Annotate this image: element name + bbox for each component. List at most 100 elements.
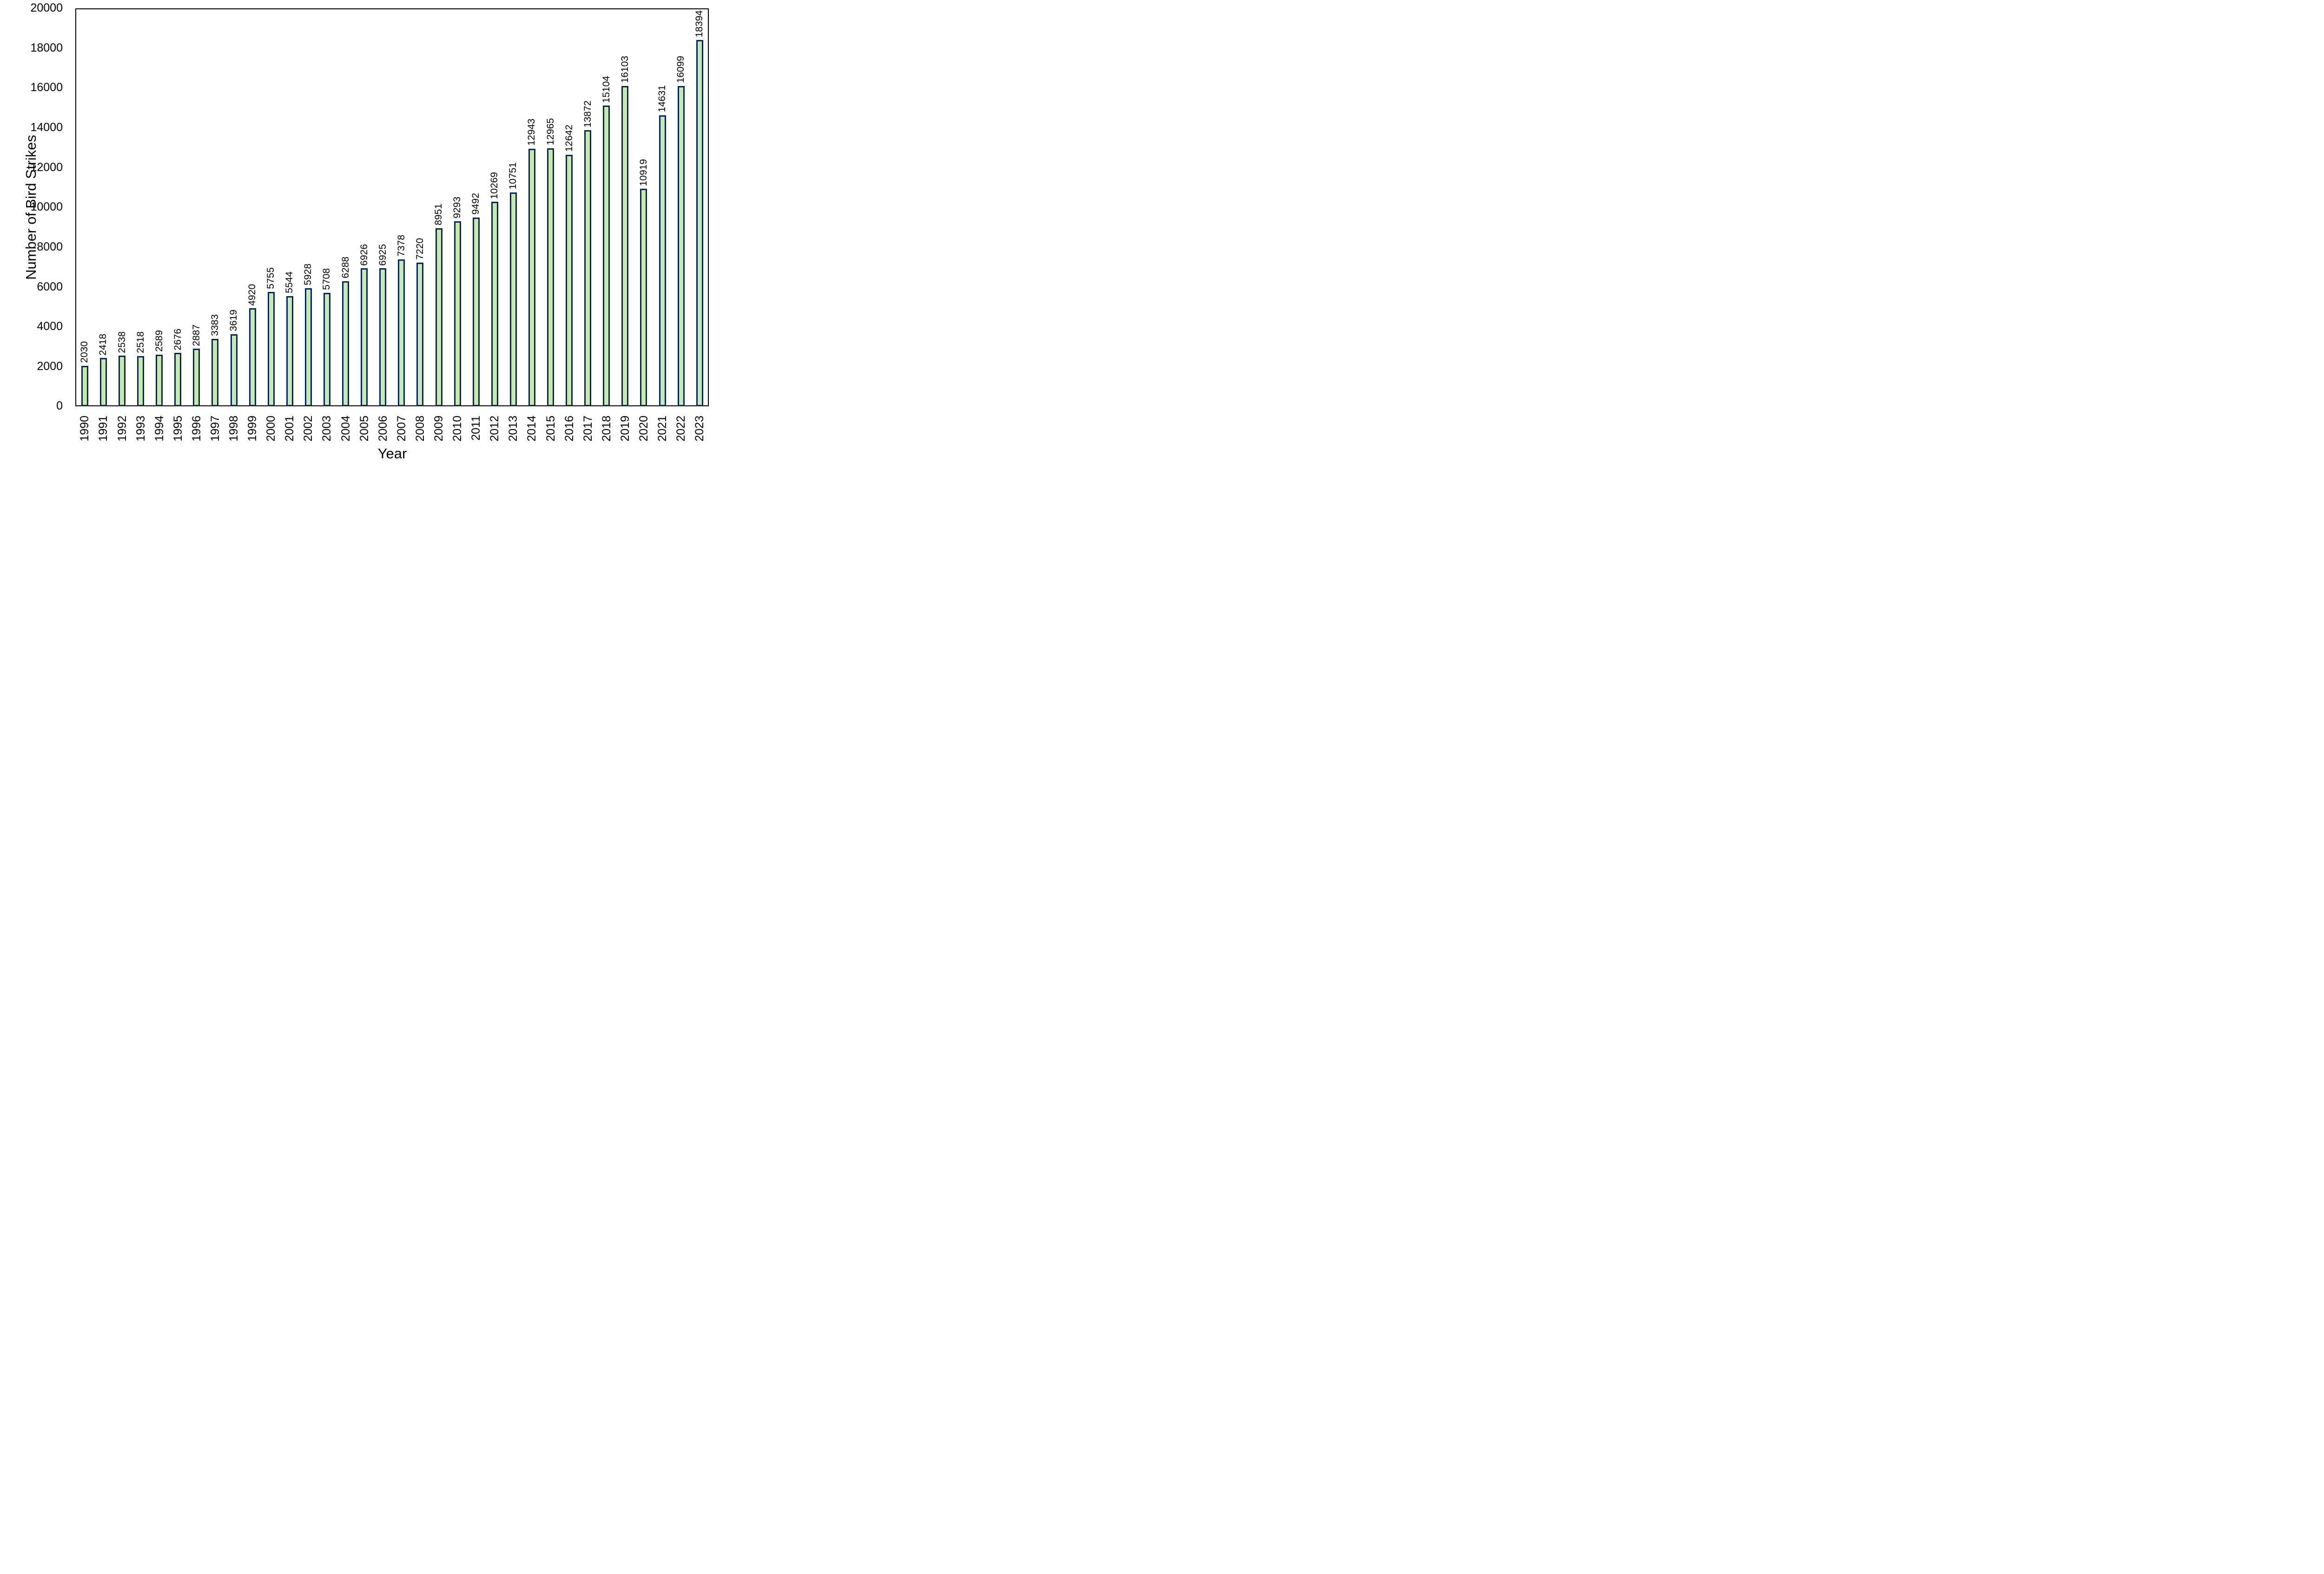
bar-value-label: 6288 <box>340 257 351 278</box>
bar <box>659 115 666 406</box>
bar-value-label: 2518 <box>135 331 146 354</box>
bar-value-label: 15104 <box>601 75 612 103</box>
bar-value-label: 16099 <box>675 56 687 83</box>
x-axis-tick-label: 2006 <box>376 415 390 442</box>
bar-value-label: 7220 <box>414 238 425 260</box>
x-axis-tick-label: 1997 <box>208 415 222 442</box>
bar <box>584 130 592 406</box>
bar-value-label: 10269 <box>489 172 500 199</box>
bar-value-label: 13872 <box>582 100 593 128</box>
x-axis-tick-label: 2016 <box>562 415 576 442</box>
x-axis-tick-label: 2002 <box>302 415 315 442</box>
bar <box>435 228 442 406</box>
bar <box>491 202 498 406</box>
bar-value-label: 5544 <box>284 271 295 293</box>
bar <box>267 291 275 406</box>
x-axis-tick-label: 1990 <box>78 415 92 442</box>
bar <box>640 189 647 406</box>
bar <box>230 334 238 406</box>
x-axis-tick-label: 2001 <box>283 415 297 442</box>
bar-value-label: 16103 <box>619 56 630 83</box>
plot-area <box>75 8 709 406</box>
bar <box>286 296 293 406</box>
x-axis-tick-label: 2000 <box>264 415 278 442</box>
bar-value-label: 4920 <box>247 284 258 306</box>
bar-value-label: 5708 <box>321 268 332 290</box>
x-axis-tick-label: 2013 <box>507 415 520 442</box>
y-axis-tick-label: 14000 <box>30 121 63 134</box>
bar-value-label: 5928 <box>303 264 314 286</box>
x-axis-tick-label: 2005 <box>357 415 371 442</box>
x-axis-tick-label: 1996 <box>190 415 203 442</box>
bar-value-label: 2676 <box>172 328 183 351</box>
bar-value-label: 2589 <box>153 330 165 352</box>
bar <box>304 288 312 406</box>
bar <box>472 217 480 406</box>
bar <box>119 356 126 406</box>
x-axis-tick-label: 2022 <box>674 415 688 442</box>
y-axis-tick-label: 2000 <box>37 359 63 373</box>
y-axis-tick-label: 12000 <box>30 160 63 174</box>
bar <box>99 358 107 406</box>
x-axis-tick-label: 2020 <box>637 415 650 442</box>
bar <box>193 349 200 406</box>
bar-value-label: 9293 <box>452 197 463 219</box>
y-axis-tick-label: 6000 <box>37 280 63 293</box>
bar <box>379 268 387 406</box>
x-axis-tick-label: 2021 <box>655 415 669 442</box>
bar-value-label: 8951 <box>433 204 444 225</box>
x-axis-tick-label: 2003 <box>320 415 334 442</box>
y-axis-tick-label: 16000 <box>30 81 63 94</box>
bar-value-label: 7378 <box>396 235 407 257</box>
bar-value-label: 12943 <box>526 119 537 146</box>
bar <box>361 268 368 406</box>
bar-value-label: 2538 <box>116 331 127 353</box>
bar <box>398 259 405 406</box>
bar <box>528 148 535 406</box>
x-axis-tick-label: 2017 <box>581 415 594 442</box>
x-axis-tick-label: 1991 <box>97 415 110 442</box>
x-axis-tick-label: 2014 <box>525 415 539 442</box>
bar <box>137 356 145 406</box>
x-axis-tick-label: 2007 <box>395 415 408 442</box>
y-axis-tick-label: 18000 <box>30 41 63 54</box>
y-axis-tick-label: 8000 <box>37 240 63 253</box>
bar-value-label: 9492 <box>470 192 482 215</box>
bar-value-label: 2418 <box>98 333 109 356</box>
x-axis-tick-label: 1992 <box>115 415 129 442</box>
bar-value-label: 18394 <box>694 10 705 38</box>
x-axis-tick-label: 2012 <box>488 415 502 442</box>
bar <box>566 154 573 406</box>
bar <box>174 353 182 406</box>
bar <box>547 148 555 406</box>
x-axis-tick-label: 2010 <box>450 415 464 442</box>
x-axis-tick-label: 1998 <box>227 415 240 442</box>
bar <box>323 292 330 406</box>
bar <box>677 86 685 406</box>
x-axis-tick-label: 1994 <box>152 415 166 442</box>
bar-value-label: 10919 <box>638 159 649 186</box>
bar <box>156 355 163 406</box>
bird-strikes-bar-chart: Number of Bird Strikes Year 0 2000 4000 600… <box>0 0 717 472</box>
x-axis-tick-label: 1999 <box>246 415 259 442</box>
x-axis-tick-label: 2019 <box>618 415 632 442</box>
y-axis-tick-label: 0 <box>56 399 63 413</box>
y-axis-tick-label: 4000 <box>37 320 63 333</box>
x-axis-title: Year <box>377 445 407 462</box>
bar <box>416 262 424 406</box>
bar <box>603 106 610 406</box>
bar-value-label: 14631 <box>657 85 668 112</box>
bar <box>509 192 517 406</box>
y-axis-tick-label: 10000 <box>30 200 63 214</box>
bar <box>696 40 703 406</box>
x-axis-tick-label: 2011 <box>469 415 483 441</box>
bar-value-label: 10751 <box>508 162 519 190</box>
x-axis-tick-label: 2004 <box>339 415 352 442</box>
bar <box>211 339 219 406</box>
bar <box>621 86 629 406</box>
bar-value-label: 12965 <box>545 118 556 145</box>
bar-value-label: 5755 <box>265 267 277 289</box>
bar-value-label: 2030 <box>79 341 90 363</box>
x-axis-tick-label: 2015 <box>544 415 557 442</box>
x-axis-tick-label: 2023 <box>693 415 706 442</box>
